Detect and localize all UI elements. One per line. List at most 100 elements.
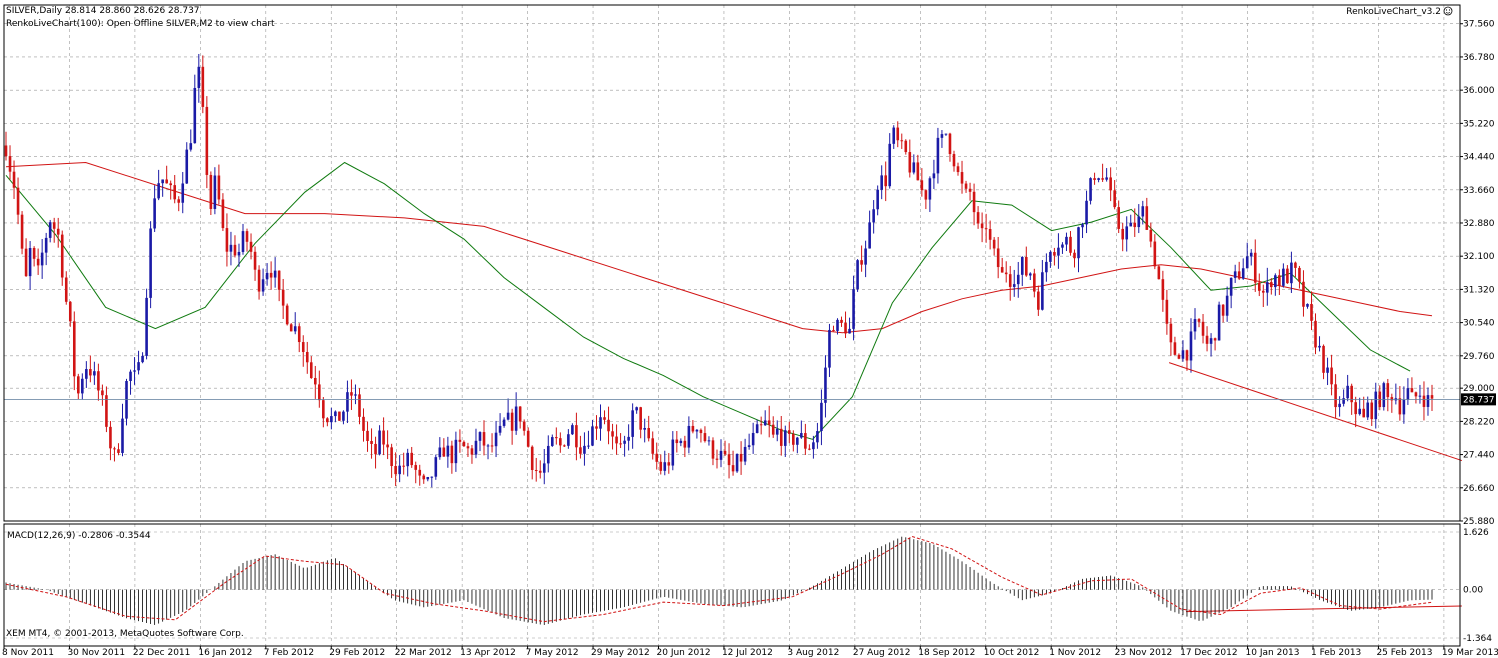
candle-body xyxy=(852,289,855,329)
candle-body xyxy=(1278,275,1281,286)
candle-body xyxy=(836,319,839,331)
time-tick-label: 8 Nov 2011 xyxy=(2,648,54,658)
trendline xyxy=(1168,362,1463,462)
candle-body xyxy=(1165,299,1169,324)
candle-body xyxy=(326,418,329,423)
macd-signal-line xyxy=(5,535,1433,623)
time-tick-label: 13 Apr 2012 xyxy=(460,648,516,658)
candle-body xyxy=(32,247,36,259)
candle-body xyxy=(28,247,32,277)
candle-body xyxy=(534,469,538,471)
candle-body xyxy=(888,143,892,187)
candle-body xyxy=(514,406,518,431)
candle-body xyxy=(265,272,269,280)
candle-body xyxy=(1286,268,1289,284)
candle-body xyxy=(1189,331,1193,361)
candle-body xyxy=(486,445,490,447)
candle-body xyxy=(301,342,305,352)
candle-body xyxy=(615,436,618,444)
price-tick-label: 26.660 xyxy=(1463,484,1495,494)
candle-body xyxy=(603,417,606,420)
candle-body xyxy=(595,426,598,429)
candle-body xyxy=(968,188,972,192)
candle-body xyxy=(36,258,40,266)
candle-body xyxy=(1249,252,1253,257)
candle-body xyxy=(450,445,454,464)
candle-body xyxy=(1121,228,1124,240)
candle-body xyxy=(1133,222,1137,228)
candle-body xyxy=(1117,207,1120,229)
candle-body xyxy=(77,376,80,394)
candle-body xyxy=(1049,252,1052,262)
price-axis: 37.560 36.780 36.000 35.220 34.440 33.660 32.8… xyxy=(1460,20,1495,644)
candle-body xyxy=(466,446,470,449)
candle-body xyxy=(105,395,108,427)
ma-fast-layer xyxy=(5,161,1411,440)
candle-body xyxy=(707,440,711,442)
smiley-icon[interactable] xyxy=(1443,6,1453,16)
candle-body xyxy=(245,231,249,242)
candle-body xyxy=(1398,398,1402,415)
candle-body xyxy=(229,244,233,252)
candle-body xyxy=(201,66,205,107)
candle-body xyxy=(828,329,831,368)
candle-body xyxy=(659,461,663,471)
candle-body xyxy=(1229,277,1233,296)
candle-body xyxy=(1193,319,1197,332)
price-tick-label: 34.440 xyxy=(1463,153,1495,163)
candle-body xyxy=(1125,226,1129,240)
candle-body xyxy=(703,433,707,442)
candle-body xyxy=(1402,399,1406,415)
candle-body xyxy=(93,371,96,376)
candle-body xyxy=(538,470,542,473)
candle-body xyxy=(253,251,257,270)
candle-body xyxy=(1161,279,1165,300)
candle-body xyxy=(241,231,245,252)
candle-body xyxy=(960,172,964,184)
candle-body xyxy=(916,162,920,181)
price-tick-label: 29.760 xyxy=(1463,352,1495,362)
candle-body xyxy=(1406,388,1410,400)
candle-body xyxy=(1181,350,1185,359)
candle-body xyxy=(856,260,859,290)
price-tick-label: 30.540 xyxy=(1463,319,1495,329)
candle-body xyxy=(20,214,24,249)
candle-body xyxy=(1233,271,1237,278)
candle-body xyxy=(1217,304,1221,341)
candle-body xyxy=(1350,385,1353,403)
candle-body xyxy=(72,321,76,377)
candle-body xyxy=(4,145,8,157)
candle-body xyxy=(1422,395,1426,407)
candle-body xyxy=(884,175,888,187)
candle-body xyxy=(1342,398,1345,404)
candle-body xyxy=(221,199,225,229)
candle-body xyxy=(876,189,879,210)
candle-body xyxy=(1209,338,1213,344)
candle-body xyxy=(249,241,253,252)
candle-body xyxy=(691,425,695,432)
candle-body xyxy=(912,162,916,173)
candle-body xyxy=(984,228,988,230)
candle-body xyxy=(1145,206,1149,230)
candle-body xyxy=(48,222,52,238)
candle-body xyxy=(1045,261,1048,273)
ea-label[interactable]: RenkoLiveChart_v3.2 xyxy=(1346,7,1441,17)
candle-body xyxy=(153,198,156,229)
candle-body xyxy=(1169,323,1173,343)
candle-body xyxy=(1205,335,1209,344)
candle-body xyxy=(121,418,124,453)
candle-body xyxy=(804,433,807,449)
time-tick-label: 27 Aug 2012 xyxy=(853,648,911,658)
candle-body xyxy=(44,237,48,253)
candle-body xyxy=(844,322,847,334)
candle-body xyxy=(1257,282,1261,291)
time-axis: 8 Nov 2011 30 Nov 2011 22 Dec 2011 16 Jan 2… xyxy=(2,646,1498,658)
candle-body xyxy=(145,297,148,356)
candle-body xyxy=(996,248,1000,268)
candle-body xyxy=(1213,338,1217,341)
candle-body xyxy=(1153,241,1157,267)
candle-body xyxy=(563,445,566,447)
price-tick-label: 25.880 xyxy=(1463,517,1495,527)
candle-body xyxy=(1024,256,1028,276)
